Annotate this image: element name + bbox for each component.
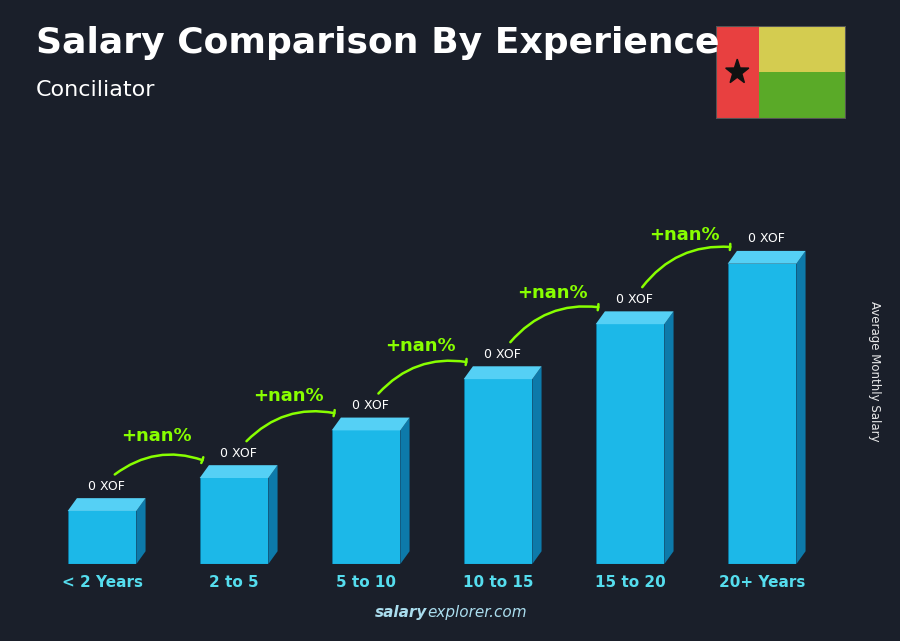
Polygon shape [664,312,673,564]
Text: +nan%: +nan% [122,427,192,445]
Polygon shape [332,430,400,564]
Polygon shape [596,312,673,324]
Polygon shape [68,498,146,511]
Polygon shape [136,498,146,564]
Text: 15 to 20: 15 to 20 [595,575,665,590]
Text: 0 XOF: 0 XOF [748,233,785,246]
Text: 5 to 10: 5 to 10 [336,575,396,590]
Polygon shape [759,72,846,119]
Polygon shape [200,465,277,478]
Text: explorer.com: explorer.com [428,604,527,620]
Text: 0 XOF: 0 XOF [352,399,389,412]
Text: 0 XOF: 0 XOF [616,293,653,306]
Polygon shape [728,263,796,564]
Polygon shape [532,366,542,564]
Polygon shape [716,26,759,119]
Polygon shape [464,379,532,564]
Polygon shape [596,324,664,564]
Text: 0 XOF: 0 XOF [484,348,521,361]
Text: salary: salary [375,604,428,620]
Polygon shape [728,251,806,263]
Text: +nan%: +nan% [518,284,588,302]
Text: Conciliator: Conciliator [36,80,156,100]
Text: Salary Comparison By Experience: Salary Comparison By Experience [36,26,719,60]
Text: 0 XOF: 0 XOF [220,447,257,460]
Polygon shape [796,251,806,564]
Polygon shape [332,417,410,430]
Polygon shape [725,59,749,83]
Polygon shape [268,465,277,564]
Text: Average Monthly Salary: Average Monthly Salary [868,301,881,442]
Text: 10 to 15: 10 to 15 [463,575,533,590]
Text: < 2 Years: < 2 Years [61,575,142,590]
Text: +nan%: +nan% [254,387,324,404]
Text: 0 XOF: 0 XOF [88,479,125,493]
Text: 20+ Years: 20+ Years [719,575,806,590]
Text: 2 to 5: 2 to 5 [209,575,259,590]
Polygon shape [200,478,268,564]
Polygon shape [464,366,542,379]
Text: +nan%: +nan% [385,337,456,355]
Polygon shape [716,26,846,119]
Polygon shape [68,511,136,564]
Text: +nan%: +nan% [650,226,720,244]
Polygon shape [759,26,846,72]
Polygon shape [400,417,410,564]
